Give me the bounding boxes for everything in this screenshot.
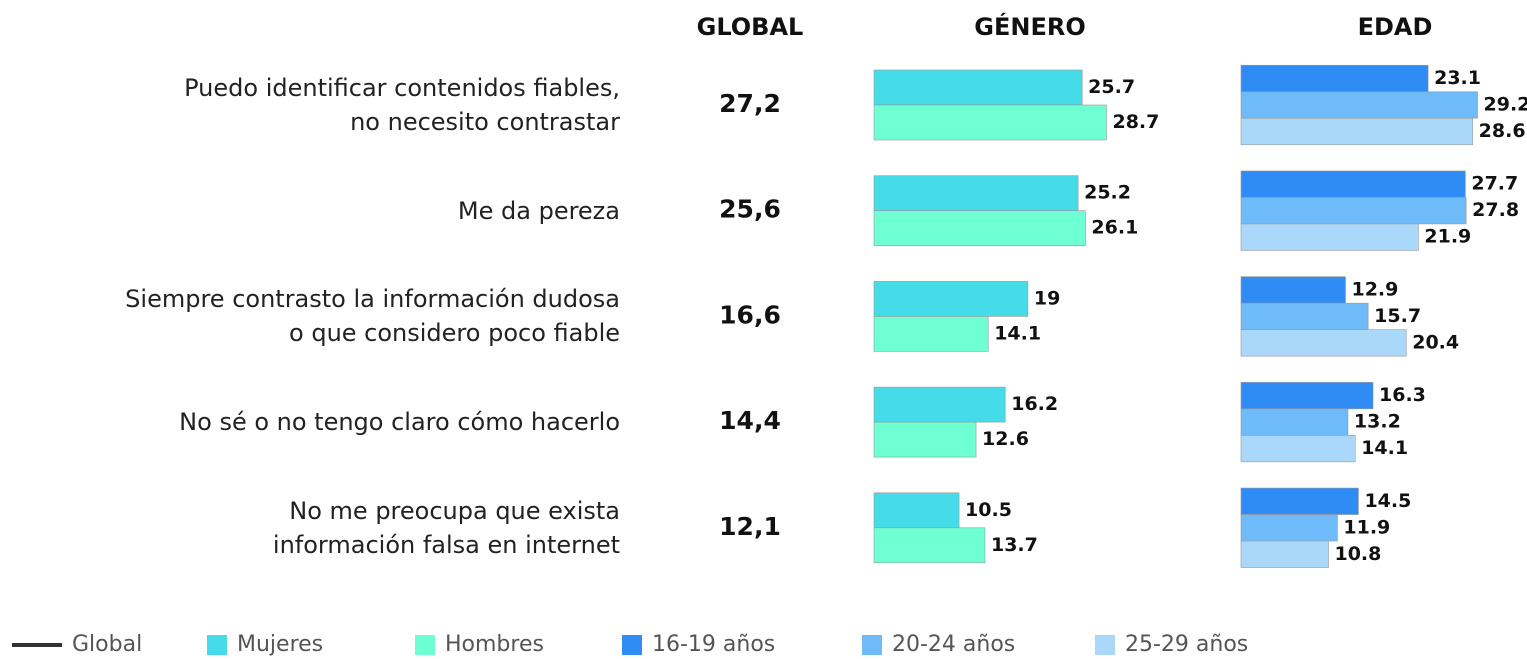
data-label: 12.9: [1351, 278, 1398, 300]
category-label: Me da pereza: [457, 196, 620, 225]
data-label: 10.8: [1334, 543, 1381, 565]
legend-swatch: [415, 635, 435, 655]
bar: [1240, 197, 1467, 225]
bar: [1240, 276, 1346, 304]
data-label: 23.1: [1434, 67, 1481, 89]
bar: [1240, 64, 1429, 93]
data-label: 16.3: [1379, 384, 1426, 406]
bar: [1240, 117, 1473, 146]
legend-label: 25-29 años: [1125, 632, 1248, 657]
bar: [873, 316, 989, 352]
column-title: GLOBAL: [697, 13, 804, 41]
bar: [873, 386, 1006, 423]
data-label: 13.7: [991, 534, 1038, 556]
legend-swatch: [862, 635, 882, 655]
category-label: No sé o no tengo claro cómo hacerlo: [179, 408, 620, 437]
bar: [873, 492, 960, 529]
data-label: 26.1: [1091, 217, 1138, 239]
category-label: Siempre contrasto la información dudosa …: [125, 285, 620, 348]
data-label: 29.2: [1484, 94, 1527, 116]
legend-label: 16-19 años: [652, 632, 775, 657]
global-value: 27,2: [719, 89, 781, 118]
data-label: 19: [1034, 287, 1060, 309]
bar: [1240, 170, 1466, 198]
legend-label: Mujeres: [237, 632, 323, 657]
category-label: Puedo identificar contenidos fiables, no…: [184, 74, 620, 136]
bar: [1240, 382, 1374, 410]
column-title: EDAD: [1358, 13, 1433, 41]
bar: [873, 104, 1107, 141]
data-label: 14.1: [994, 322, 1041, 344]
data-label: 14.5: [1364, 490, 1411, 512]
category-label: No me preocupa que exista información fa…: [272, 496, 620, 559]
bar: [1240, 514, 1338, 542]
data-label: 14.1: [1361, 437, 1408, 459]
bar: [873, 281, 1029, 317]
data-label: 21.9: [1424, 226, 1471, 248]
bar: [1240, 302, 1369, 330]
bar: [873, 175, 1079, 211]
data-label: 10.5: [965, 499, 1012, 521]
bar: [1240, 435, 1356, 463]
data-label: 28.7: [1112, 111, 1159, 133]
bar: [1240, 91, 1478, 119]
bar: [873, 69, 1083, 106]
legend-label: 20-24 años: [892, 632, 1015, 657]
global-value: 12,1: [719, 512, 781, 541]
bar: [1240, 329, 1407, 357]
bar: [1240, 408, 1349, 436]
data-label: 11.9: [1343, 516, 1390, 538]
legend-label: Hombres: [445, 632, 544, 657]
data-label: 27.7: [1471, 173, 1518, 195]
data-label: 25.2: [1084, 182, 1131, 204]
global-value: 14,4: [719, 406, 781, 435]
bar: [1240, 487, 1359, 515]
global-value: 25,6: [719, 195, 781, 224]
column-title: GÉNERO: [974, 12, 1085, 41]
data-label: 28.6: [1479, 120, 1526, 142]
legend-label: Global: [72, 632, 142, 657]
legend-swatch: [207, 635, 227, 655]
bar: [873, 210, 1086, 246]
legend-swatch: [1095, 635, 1115, 655]
bar: [873, 421, 977, 458]
legend-swatch: [622, 635, 642, 655]
bar: [1240, 223, 1419, 251]
data-label: 12.6: [982, 428, 1029, 450]
data-label: 20.4: [1412, 331, 1459, 353]
data-label: 25.7: [1088, 76, 1135, 98]
data-label: 16.2: [1011, 393, 1058, 415]
global-value: 16,6: [719, 300, 781, 329]
bar: [873, 527, 986, 564]
data-label: 27.8: [1472, 199, 1519, 221]
data-label: 15.7: [1374, 305, 1421, 327]
bar: [1240, 540, 1329, 568]
data-label: 13.2: [1354, 411, 1401, 433]
